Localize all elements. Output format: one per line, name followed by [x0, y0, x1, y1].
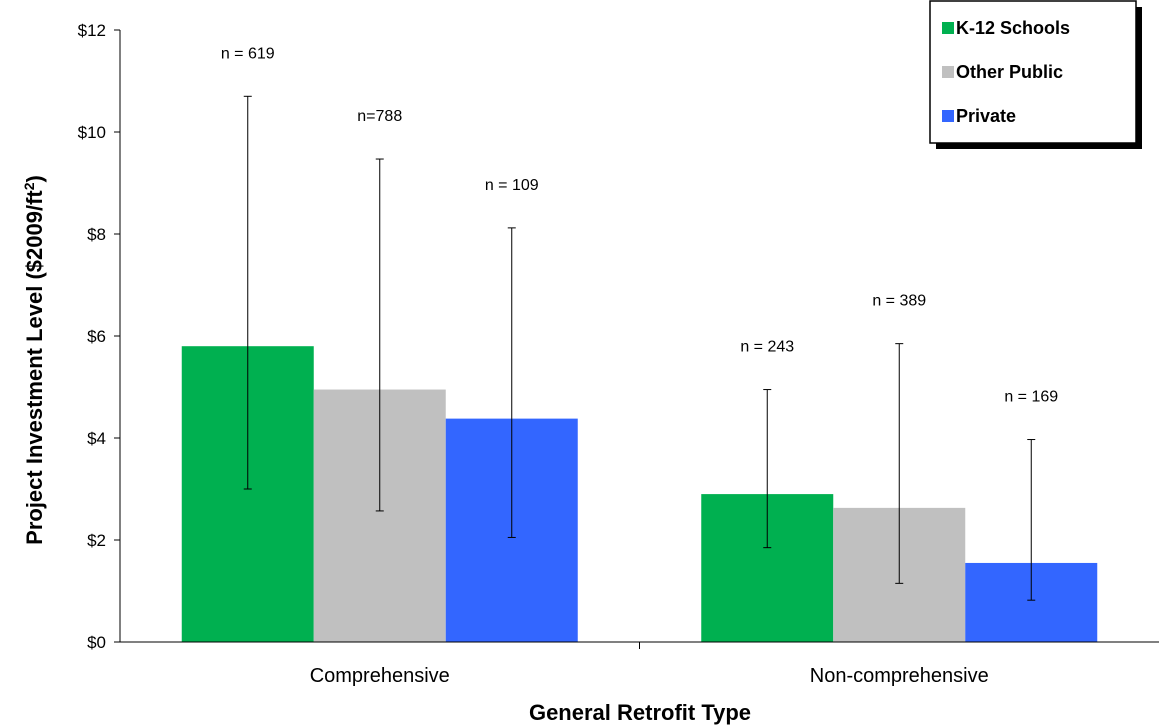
- y-tick-label: $4: [87, 429, 106, 448]
- legend: K-12 Schools Other Public Private: [929, 0, 1142, 149]
- y-tick-label: $2: [87, 531, 106, 550]
- legend-box: [929, 0, 1137, 144]
- sample-size-label: n=788: [357, 108, 402, 125]
- y-tick-label: $12: [78, 21, 106, 40]
- x-category-label: Comprehensive: [310, 665, 450, 687]
- legend-swatch: [942, 110, 954, 122]
- sample-size-label: n = 619: [221, 45, 275, 62]
- bars-layer: [181, 346, 1098, 642]
- sample-size-labels: n = 619 n=788 n = 109 n = 243 n = 389 n = 169: [221, 45, 1058, 405]
- x-axis-title: General Retrofit Type: [529, 700, 751, 725]
- legend-swatch: [942, 66, 954, 78]
- legend-swatch: [942, 22, 954, 34]
- sample-size-label: n = 389: [872, 293, 926, 310]
- legend-label: Other Public: [956, 62, 1063, 82]
- x-category-label: Non-comprehensive: [810, 665, 989, 687]
- y-axis-title: Project Investment Level ($2009/ft2): [21, 175, 47, 545]
- legend-label: Private: [956, 106, 1016, 126]
- sample-size-label: n = 169: [1004, 389, 1058, 406]
- y-axis-title-main: Project Investment Level ($2009/ft: [22, 190, 47, 545]
- y-tick-label: $10: [78, 123, 106, 142]
- y-ticks: $0 $2 $4 $6 $8 $10 $12: [78, 21, 120, 652]
- y-tick-label: $0: [87, 633, 106, 652]
- legend-items: K-12 Schools Other Public Private: [942, 18, 1070, 126]
- sample-size-label: n = 243: [740, 339, 794, 356]
- y-tick-label: $8: [87, 225, 106, 244]
- x-category-labels: Comprehensive Non-comprehensive: [310, 665, 989, 687]
- y-tick-label: $6: [87, 327, 106, 346]
- error-bars-layer: [243, 95, 1036, 601]
- sample-size-label: n = 109: [485, 177, 539, 194]
- y-axis-title-superscript: 2: [21, 182, 37, 190]
- y-axis-title-end: ): [22, 175, 47, 182]
- legend-label: K-12 Schools: [956, 18, 1070, 38]
